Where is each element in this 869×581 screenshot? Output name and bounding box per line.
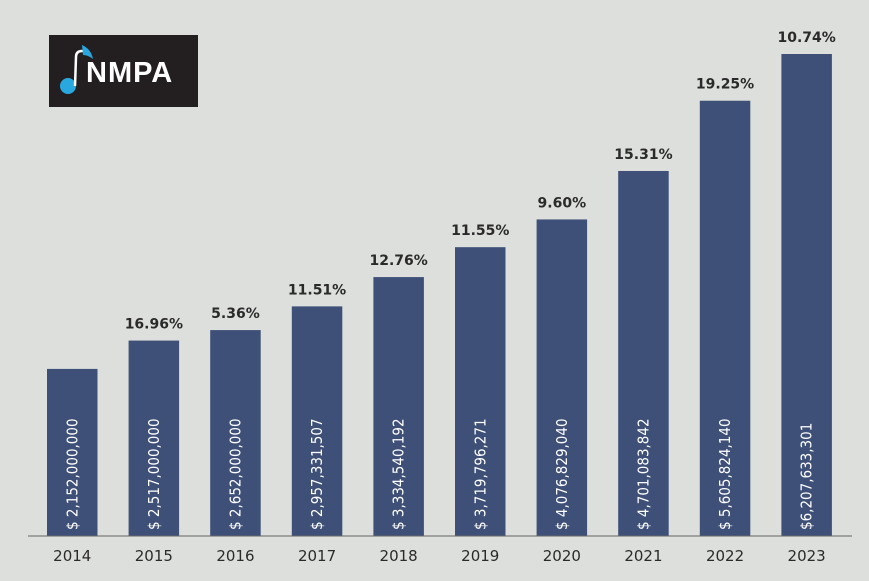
music-note-icon xyxy=(60,45,93,94)
growth-label: 19.25% xyxy=(696,77,754,93)
year-label: 2015 xyxy=(135,547,173,565)
growth-label: 5.36% xyxy=(211,306,260,322)
value-label: $ 3,719,796,271 xyxy=(471,418,489,530)
bar-2022 xyxy=(699,100,751,537)
bar-2018 xyxy=(373,277,424,536)
growth-label: 16.96% xyxy=(125,317,183,333)
value-label: $ 2,152,000,000 xyxy=(63,418,81,530)
growth-label: 12.76% xyxy=(369,253,427,269)
year-label: 2018 xyxy=(380,547,418,565)
value-label: $ 2,652,000,000 xyxy=(226,418,244,530)
value-label: $ 5,605,824,140 xyxy=(716,418,734,530)
bar-2023 xyxy=(781,54,832,536)
growth-label: 9.60% xyxy=(538,195,587,211)
year-label: 2020 xyxy=(543,547,581,565)
bar-2019 xyxy=(455,247,506,536)
year-label: 2016 xyxy=(216,547,254,565)
year-label: 2019 xyxy=(461,547,499,565)
bar-2020 xyxy=(536,219,588,536)
year-label: 2014 xyxy=(53,547,91,565)
year-label: 2021 xyxy=(624,547,662,565)
growth-label: 15.31% xyxy=(614,147,672,163)
logo-text: NMPA xyxy=(86,57,174,89)
value-label: $ 4,076,829,040 xyxy=(553,418,571,530)
value-label: $ 3,334,540,192 xyxy=(390,418,408,530)
value-label: $6,207,633,301 xyxy=(798,423,816,530)
nmpa-logo: NMPA xyxy=(49,35,198,107)
bar-2015 xyxy=(128,340,180,536)
growth-label: 10.74% xyxy=(777,30,835,46)
value-label: $ 2,957,331,507 xyxy=(308,418,326,530)
bar-2016 xyxy=(210,330,261,536)
bar-2021 xyxy=(618,170,669,537)
year-label: 2017 xyxy=(298,547,336,565)
bar-2014 xyxy=(47,368,98,536)
bar-2017 xyxy=(291,306,343,536)
year-label: 2022 xyxy=(706,547,744,565)
year-label: 2023 xyxy=(788,547,826,565)
growth-label: 11.51% xyxy=(288,282,346,298)
value-label: $ 2,517,000,000 xyxy=(145,418,163,530)
value-label: $ 4,701,083,842 xyxy=(634,418,652,530)
growth-label: 11.55% xyxy=(451,223,509,239)
